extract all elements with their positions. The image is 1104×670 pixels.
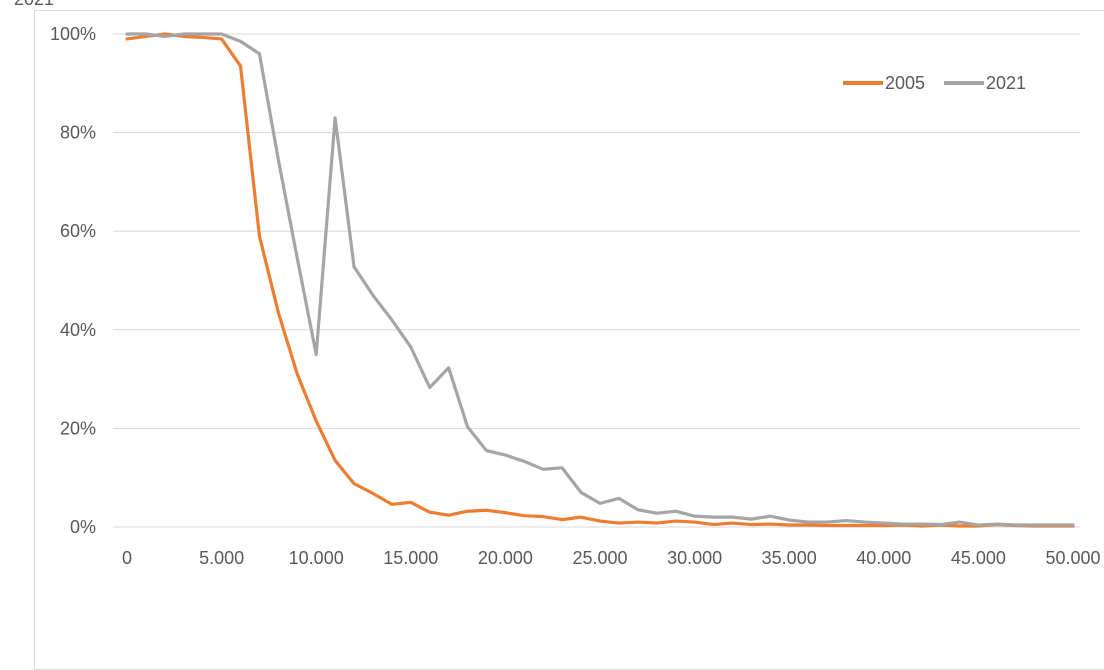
x-tick-label: 45.000: [951, 548, 1006, 568]
series-lines: [125, 32, 1075, 528]
top-cut-label: 2021: [14, 0, 54, 10]
x-tick-label: 20.000: [478, 548, 533, 568]
x-tick-label: 10.000: [289, 548, 344, 568]
y-tick-label: 20%: [60, 418, 96, 438]
legend-label-2021: 2021: [986, 73, 1026, 93]
line-chart: 0% 20% 40% 60% 80% 100% 0 5.000 10.000 15.000 20.…: [50, 24, 1101, 568]
x-tick-label: 15.000: [383, 548, 438, 568]
x-tick-label: 40.000: [856, 548, 911, 568]
series-line-2021: [125, 32, 1075, 527]
x-tick-label: 5.000: [199, 548, 244, 568]
x-axis-ticks: 0 5.000 10.000 15.000 20.000 25.000 30.000 35.0…: [122, 548, 1101, 568]
x-tick-label: 0: [122, 548, 132, 568]
legend: 2005 2021: [843, 73, 1026, 93]
y-tick-label: 80%: [60, 123, 96, 143]
gridlines: [113, 33, 1080, 528]
legend-label-2005: 2005: [885, 73, 925, 93]
series-line-2005: [125, 32, 1075, 528]
x-tick-label: 25.000: [572, 548, 627, 568]
y-axis-ticks: 0% 20% 40% 60% 80% 100%: [50, 24, 96, 537]
y-tick-label: 60%: [60, 221, 96, 241]
x-tick-label: 30.000: [667, 548, 722, 568]
x-tick-label: 50.000: [1045, 548, 1100, 568]
y-tick-label: 100%: [50, 24, 96, 44]
y-tick-label: 40%: [60, 320, 96, 340]
x-tick-label: 35.000: [762, 548, 817, 568]
y-tick-label: 0%: [70, 517, 96, 537]
